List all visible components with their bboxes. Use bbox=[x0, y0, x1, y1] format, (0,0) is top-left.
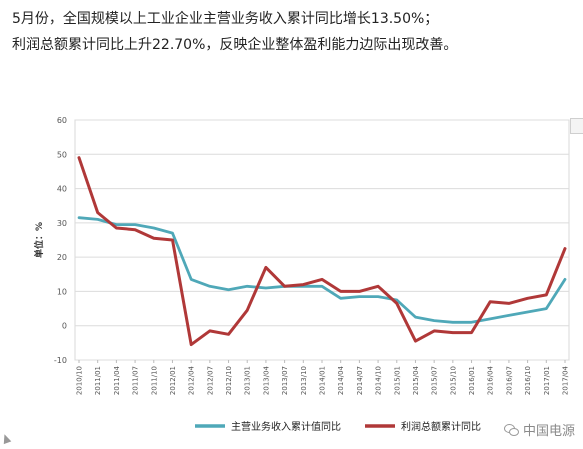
y-tick-label: 40 bbox=[57, 185, 67, 194]
x-tick-label: 2013/07 bbox=[281, 366, 289, 395]
legend-label-1: 主营业务收入累计值同比 bbox=[231, 420, 341, 433]
y-tick-label: 20 bbox=[57, 253, 67, 262]
x-tick-label: 2013/04 bbox=[262, 365, 270, 395]
x-tick-label: 2011/07 bbox=[132, 366, 140, 395]
headline-line-2: 利润总额累计同比上升22.70%，反映企业整体盈利能力边际出现改善。 bbox=[12, 37, 458, 53]
watermark-text: 中国电源 bbox=[522, 424, 575, 439]
x-tick-label: 2016/10 bbox=[524, 366, 532, 395]
x-tick-label: 2015/10 bbox=[449, 366, 457, 395]
x-tick-label: 2011/04 bbox=[113, 365, 121, 395]
x-tick-label: 2016/01 bbox=[468, 366, 476, 395]
x-tick-label: 2013/01 bbox=[244, 366, 252, 395]
x-tick-label: 2017/01 bbox=[543, 366, 551, 395]
watermark: 中国电源 bbox=[503, 420, 575, 439]
y-tick-label: 0 bbox=[62, 322, 67, 331]
line-chart: -10 0 10 20 30 40 50 60 单位：% 2010/10 2011/01 2011/0… bbox=[0, 88, 583, 445]
series-line-2 bbox=[77, 156, 567, 347]
corner-tab bbox=[570, 118, 583, 134]
y-tick-label: 30 bbox=[57, 219, 67, 228]
chart-frame: -10 0 10 20 30 40 50 60 单位：% 2010/10 2011/01 2011/0… bbox=[0, 88, 583, 445]
y-axis-label: 单位：% bbox=[33, 222, 45, 258]
x-tick-label: 2011/01 bbox=[94, 366, 102, 395]
x-tick-label: 2012/07 bbox=[206, 366, 214, 395]
x-tick-label: 2016/04 bbox=[487, 365, 495, 395]
x-tick-label: 2012/10 bbox=[225, 366, 233, 395]
x-tick-label: 2012/04 bbox=[188, 365, 196, 395]
series-line-1 bbox=[77, 216, 567, 324]
headline-line-1: 5月份，全国规模以上工业企业主营业务收入累计同比增长13.50%； bbox=[12, 11, 439, 27]
x-tick-label: 2017/04 bbox=[562, 365, 570, 395]
headline: 5月份，全国规模以上工业企业主营业务收入累计同比增长13.50%； 利润总额累计… bbox=[12, 6, 578, 58]
x-tick-label: 2015/07 bbox=[431, 366, 439, 395]
y-tick-label: 10 bbox=[57, 287, 67, 296]
x-tick-label: 2013/10 bbox=[300, 366, 308, 395]
x-tick-label: 2010/10 bbox=[76, 366, 84, 395]
legend-label-2: 利润总额累计同比 bbox=[401, 420, 481, 433]
x-tick-label: 2014/07 bbox=[356, 366, 364, 395]
x-tick-label: 2015/04 bbox=[412, 365, 420, 395]
x-tick-label: 2015/01 bbox=[393, 366, 401, 395]
x-tick-label: 2014/04 bbox=[337, 365, 345, 395]
x-tick-label: 2012/01 bbox=[169, 366, 177, 395]
x-tick-label: 2011/10 bbox=[150, 366, 158, 395]
x-tick-label: 2014/10 bbox=[375, 366, 383, 395]
y-tick-label: 60 bbox=[57, 116, 67, 125]
wechat-icon bbox=[503, 423, 519, 436]
y-tick-label: -10 bbox=[54, 356, 67, 365]
y-tick-label: 50 bbox=[57, 150, 67, 159]
x-tick-label: 2014/01 bbox=[319, 366, 327, 395]
x-tick-label: 2016/07 bbox=[505, 366, 513, 395]
